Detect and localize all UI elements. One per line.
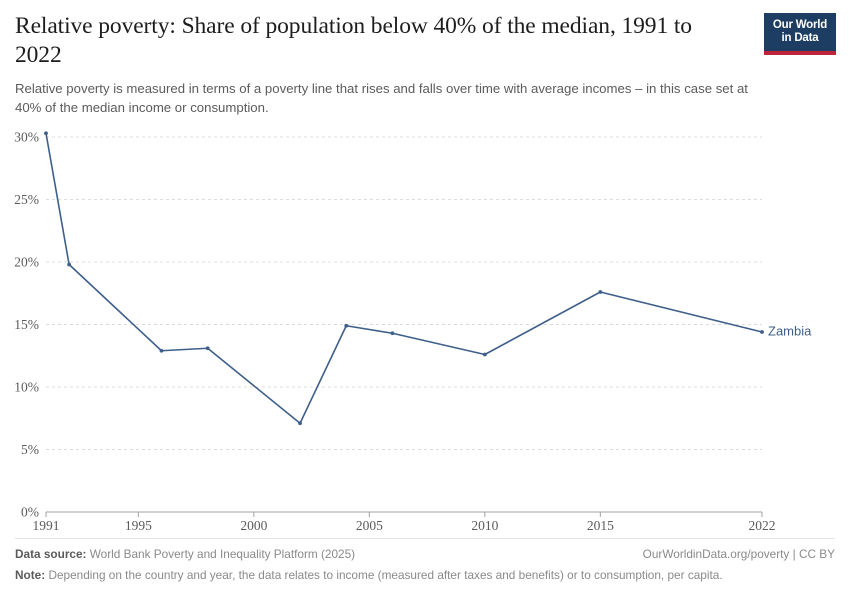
series-end-labels: Zambia — [768, 323, 812, 338]
data-point[interactable] — [205, 346, 210, 351]
chart-subtitle: Relative poverty is measured in terms of… — [15, 81, 748, 115]
line-chart-svg: 0% 5% 10% 15% 20% 25% 30% 1991 1995 2000 2005 2010… — [14, 130, 812, 534]
footer-source-row: Data source: World Bank Poverty and Ineq… — [15, 545, 835, 564]
y-axis-tick-label: 30% — [14, 130, 39, 145]
y-axis-tick-label: 5% — [21, 442, 39, 457]
x-axis-tick-label: 2022 — [749, 518, 776, 533]
series-label-zambia: Zambia — [768, 323, 812, 338]
x-axis — [45, 511, 763, 517]
data-point[interactable] — [598, 290, 603, 294]
footer-attribution[interactable]: OurWorldinData.org/poverty | CC BY — [642, 547, 835, 561]
source-value: World Bank Poverty and Inequality Platfo… — [89, 547, 356, 561]
footer-divider — [15, 538, 835, 539]
chart-header: Relative poverty: Share of population be… — [15, 12, 760, 117]
y-axis-tick-label: 25% — [14, 192, 39, 207]
y-axis-tick-label: 10% — [14, 380, 39, 395]
note-value: Depending on the country and year, the d… — [48, 568, 723, 582]
gridlines — [46, 136, 762, 450]
data-point[interactable] — [159, 348, 164, 353]
data-point[interactable] — [44, 131, 48, 136]
y-axis-tick-label: 15% — [14, 317, 39, 332]
x-axis-tick-label: 1991 — [33, 518, 60, 533]
x-axis-tick-labels: 1991 1995 2000 2005 2010 2015 2022 — [33, 518, 776, 533]
source-label: Data source: — [15, 547, 87, 561]
y-axis-tick-label: 20% — [14, 255, 39, 270]
x-axis-tick-label: 2015 — [587, 518, 614, 533]
x-axis-tick-label: 1995 — [125, 518, 152, 533]
data-point[interactable] — [344, 323, 349, 328]
footer-note-row: Note: Depending on the country and year,… — [15, 566, 835, 585]
series-line-zambia[interactable] — [45, 132, 763, 425]
footer-source: Data source: World Bank Poverty and Ineq… — [15, 545, 355, 564]
data-point[interactable] — [67, 262, 71, 267]
x-axis-tick-label: 2005 — [356, 518, 383, 533]
owid-logo[interactable]: Our World in Data — [764, 13, 836, 55]
x-axis-tick-label: 2010 — [471, 518, 498, 533]
owid-logo-line2: in Data — [781, 32, 819, 44]
data-point[interactable] — [760, 330, 764, 334]
y-axis-tick-label: 0% — [21, 505, 39, 520]
data-point[interactable] — [482, 352, 487, 357]
y-axis-tick-labels: 0% 5% 10% 15% 20% 25% 30% — [14, 130, 39, 520]
data-point[interactable] — [298, 421, 302, 426]
owid-logo-line1: Our World — [772, 19, 828, 31]
note-label: Note: — [15, 568, 46, 582]
data-point[interactable] — [390, 331, 395, 336]
page-title: Relative poverty: Share of population be… — [15, 13, 692, 68]
x-axis-tick-label: 2000 — [240, 518, 267, 533]
chart-footer: Data source: World Bank Poverty and Ineq… — [15, 545, 835, 585]
data-series[interactable] — [44, 131, 764, 426]
